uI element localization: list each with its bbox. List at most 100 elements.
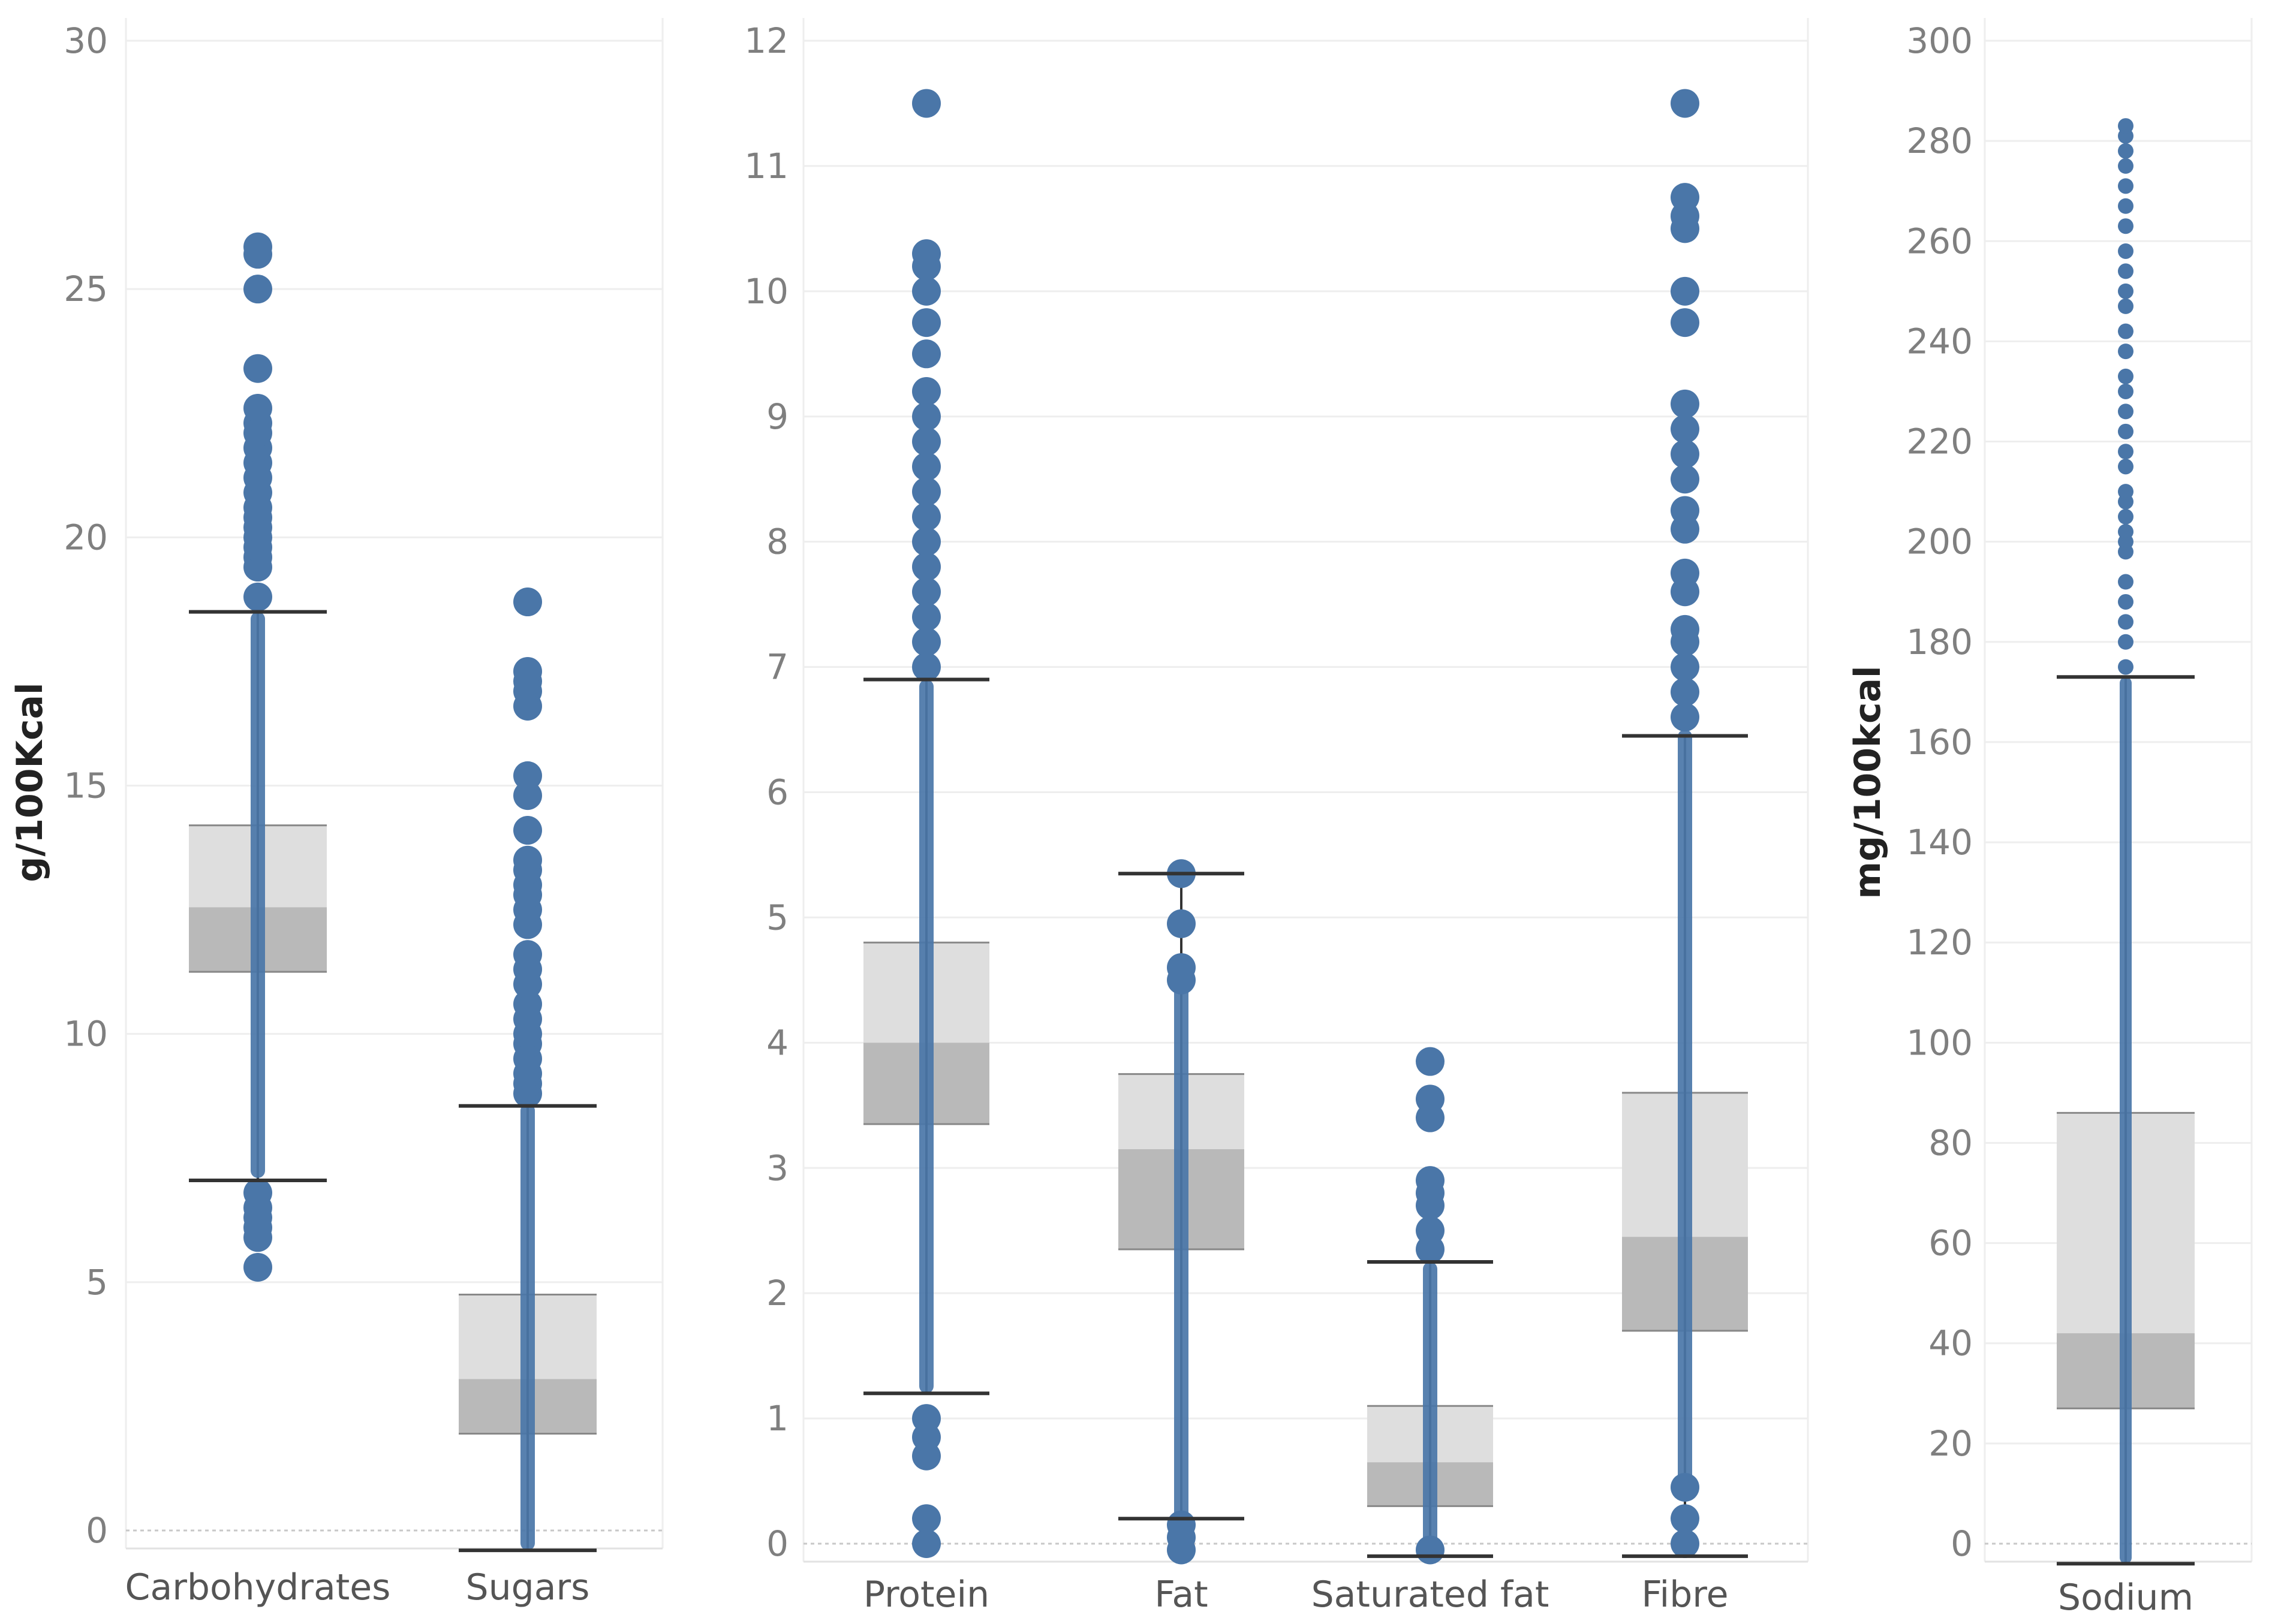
y-tick-label: 240 [1906,321,1973,361]
category-label: Fat [1154,1574,1208,1616]
gridlines [125,18,664,1550]
data-point [2118,298,2133,314]
y-tick-label: 1 [766,1398,789,1439]
data-point [1671,703,1699,732]
data-point [912,602,941,632]
data-point [1671,558,1699,587]
data-point [1671,1504,1699,1533]
y-tick-label: 5 [86,1262,108,1303]
panel-sodium: 0 20 40 60 80 100 120 140 160 180 200 220 240 260 280 3… [1847,18,2253,1619]
data-point [2118,574,2133,590]
point-band [520,1103,535,1551]
data-point [513,587,542,617]
data-point [2118,634,2133,650]
data-point [513,656,542,686]
data-point [513,781,542,811]
y-tick-label: 0 [766,1523,789,1564]
y-axis-title: mg/100kcal [1847,665,1889,899]
y-tick-label: 140 [1906,822,1973,863]
y-tick-label: 5 [766,897,789,938]
data-point [243,1178,272,1207]
data-point [2118,523,2133,540]
y-tick-label: 30 [64,20,108,61]
point-band [919,679,934,1394]
data-point [2118,263,2133,279]
y-tick-label: 80 [1928,1122,1973,1163]
data-point [2118,444,2133,460]
data-point [912,652,941,682]
y-tick-label: 0 [1951,1523,1973,1564]
data-point [912,89,941,118]
data-point [1167,1510,1196,1539]
y-tick-label: 20 [1928,1423,1973,1464]
category-label: Sodium [2058,1577,2193,1619]
y-tick-label: 12 [744,20,789,61]
category-label: Saturated fat [1311,1574,1549,1616]
y-tick-label: 10 [744,271,789,312]
data-point [1671,439,1699,469]
category-label: Sugars [466,1566,590,1608]
data-point [2118,659,2133,675]
category-labels: Protein Fat Saturated fat Fibre [863,1574,1729,1616]
boxes [2057,118,2195,1566]
data-point [2118,368,2133,384]
data-point [1671,276,1699,306]
category-labels: Carbohydrates Sugars [125,1566,590,1608]
data-point [912,239,941,269]
y-tick-label: 0 [86,1510,108,1551]
y-tick-label: 6 [766,772,789,813]
data-point [243,582,272,611]
data-point [912,427,941,456]
data-point [1671,89,1699,118]
box-saturated-fat [1367,1047,1493,1565]
category-label: Carbohydrates [125,1566,391,1608]
box-sugars [459,587,597,1553]
y-tick-label: 100 [1906,1022,1973,1063]
y-tick-label: 8 [766,522,789,562]
data-point [1671,614,1699,644]
panel-grams-carbs: 0 5 10 15 20 25 30 g/100Kcal Carbohydrates Suga… [9,18,664,1608]
data-point [243,1252,272,1282]
data-point [1671,389,1699,418]
data-point [912,452,941,481]
box-fat [1118,859,1244,1565]
data-point [912,402,941,431]
data-point [1671,414,1699,444]
y-tick-label: 120 [1906,922,1973,963]
boxes [863,89,1748,1565]
data-point [1416,1047,1445,1076]
point-band [1174,955,1188,1556]
y-tick-label: 11 [744,146,789,186]
data-point [1671,1472,1699,1502]
data-point [912,552,941,581]
y-tick-label: 25 [64,269,108,309]
data-point [912,1404,941,1433]
data-point [513,816,542,845]
data-point [912,1529,941,1558]
y-tick-label: 7 [766,647,789,688]
data-point [513,845,542,875]
y-tick-label: 15 [64,766,108,806]
y-tick-label: 280 [1906,120,1973,161]
gridlines [802,18,1809,1563]
data-point [2118,198,2133,214]
data-point [2118,243,2133,259]
data-point [2118,344,2133,360]
y-tick-label: 10 [64,1014,108,1054]
y-tick-label: 2 [766,1273,789,1313]
data-point [1416,1084,1445,1114]
category-label: Protein [863,1574,989,1616]
data-point [912,627,941,656]
data-point [912,308,941,338]
data-point [2118,218,2133,234]
data-point [2118,614,2133,630]
y-tick-label: 20 [64,517,108,558]
point-band [2120,677,2132,1564]
data-point [1671,183,1699,212]
box-fibre [1622,89,1748,1558]
data-point [2118,508,2133,525]
data-point [2118,593,2133,610]
